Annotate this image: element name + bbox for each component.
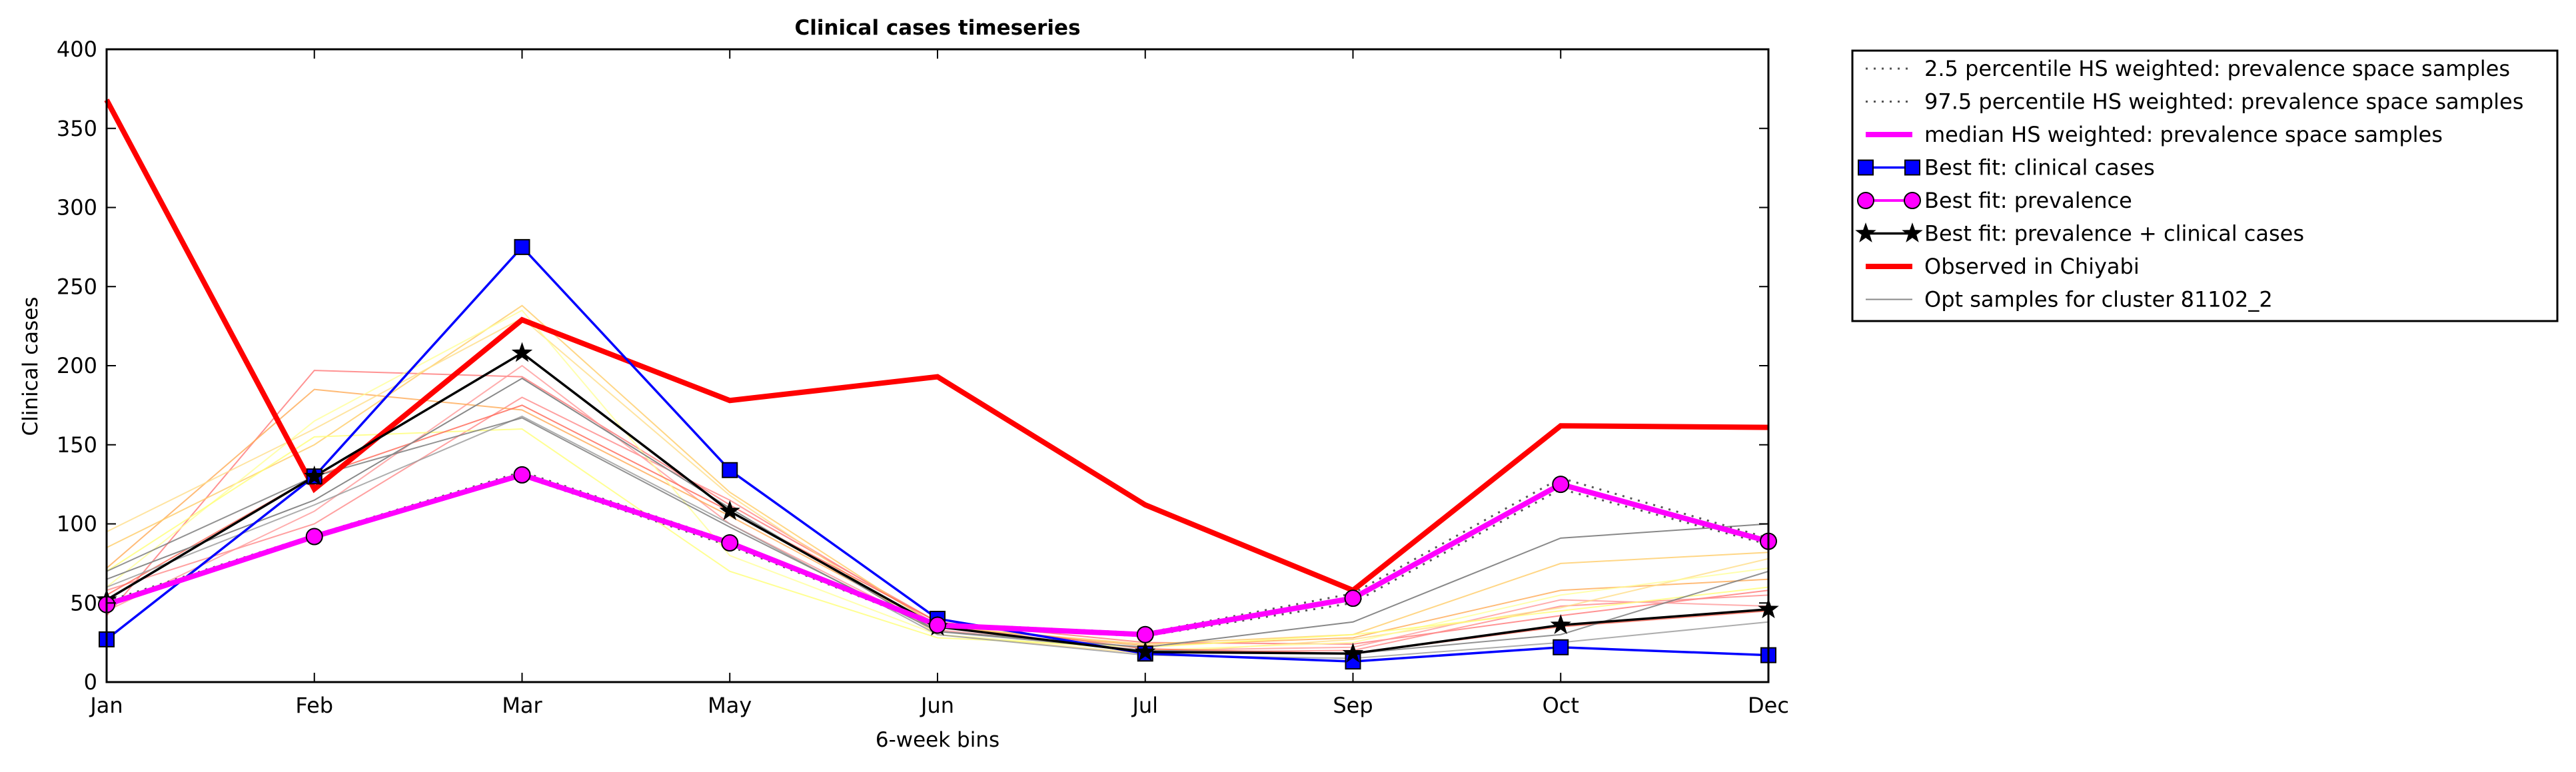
legend-label-0: 2.5 percentile HS weighted: prevalence s… — [1924, 56, 2510, 81]
legend-marker-end-3 — [1904, 159, 1920, 176]
y-tick-label-1: 50 — [70, 590, 97, 615]
series-4-point-3 — [721, 534, 739, 552]
y-tick-label-6: 300 — [57, 195, 97, 220]
legend-label-5: Best fit: prevalence + clinical cases — [1924, 221, 2304, 246]
legend-label-1: 97.5 percentile HS weighted: prevalence … — [1924, 89, 2523, 115]
legend-label-4: Best fit: prevalence — [1924, 188, 2132, 213]
series-5-point-7 — [1550, 613, 1571, 634]
series-5-point-5 — [1135, 641, 1156, 661]
y-tick-label-2: 100 — [57, 512, 97, 537]
legend-label-6: Observed in Chiyabi — [1924, 254, 2140, 279]
series-4-point-1 — [305, 528, 323, 546]
series-3-point-7 — [1553, 639, 1569, 655]
sample-line-9 — [106, 415, 1769, 659]
series-5-point-6 — [1342, 642, 1364, 663]
y-tick-label-0: 0 — [84, 669, 97, 695]
legend-marker-end-4 — [1904, 192, 1921, 209]
legend-label-2: median HS weighted: prevalence space sam… — [1924, 122, 2443, 147]
x-tick-label-5: Jul — [1131, 693, 1158, 718]
legend-label-7: Opt samples for cluster 81102_2 — [1924, 287, 2273, 312]
series-line-1 — [106, 470, 1769, 634]
y-tick-label-8: 400 — [57, 37, 97, 62]
y-tick-label-4: 200 — [57, 353, 97, 378]
y-tick-label-7: 350 — [57, 116, 97, 141]
chart-title: Clinical cases timeseries — [794, 16, 1080, 40]
legend-marker-start-5 — [1855, 222, 1876, 242]
series-4-point-4 — [929, 616, 946, 634]
series-3-point-3 — [722, 462, 738, 478]
y-tick-label-3: 150 — [57, 432, 97, 458]
series-4-point-2 — [513, 466, 531, 484]
y-tick-label-5: 250 — [57, 274, 97, 299]
x-tick-label-0: Jan — [89, 693, 123, 718]
legend-label-3: Best fit: clinical cases — [1924, 155, 2155, 181]
series-5-point-3 — [719, 500, 740, 520]
legend-marker-start-3 — [1858, 159, 1874, 176]
x-tick-label-2: Mar — [502, 693, 542, 718]
x-tick-label-7: Oct — [1543, 693, 1579, 718]
series-3-point-2 — [514, 238, 530, 255]
x-tick-label-6: Sep — [1333, 693, 1373, 718]
series-4-point-6 — [1344, 589, 1362, 607]
legend-box — [1851, 49, 2559, 322]
series-4-point-5 — [1136, 625, 1154, 643]
axis-ticks: Jan Feb Mar May Jun Jul Sep Oct Dec 0 50 100 150 200 2… — [57, 37, 1789, 718]
legend-marker-start-4 — [1857, 192, 1874, 209]
x-axis-label: 6-week bins — [876, 728, 999, 752]
x-tick-label-4: Jun — [920, 693, 954, 718]
x-tick-label-3: May — [708, 693, 752, 718]
x-tick-label-1: Feb — [295, 693, 333, 718]
series-5-point-2 — [511, 342, 533, 362]
plot-frame — [105, 48, 1770, 683]
series-4-point-7 — [1552, 476, 1570, 494]
legend-marker-end-5 — [1902, 222, 1923, 242]
series-line-6 — [104, 99, 1769, 593]
legend: 2.5 percentile HS weighted: prevalence s… — [1851, 49, 2559, 322]
x-tick-label-8: Dec — [1748, 693, 1789, 718]
y-axis-label: Clinical cases — [19, 296, 43, 436]
series-5-point-1 — [304, 465, 325, 486]
